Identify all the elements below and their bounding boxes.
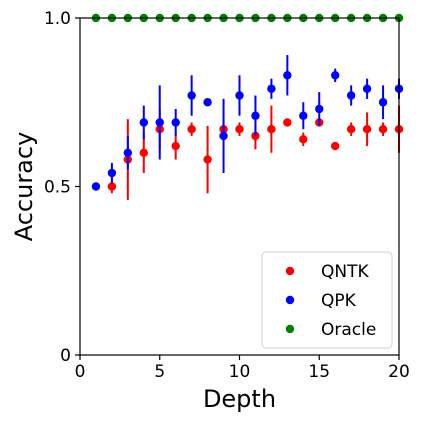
x-tick-label: 0	[75, 362, 86, 382]
qpk-point	[123, 148, 133, 157]
qntk-point	[378, 125, 388, 134]
qpk-point	[315, 104, 324, 114]
qntk-point	[346, 125, 356, 134]
qpk-point	[362, 84, 372, 93]
qpk-point	[331, 71, 340, 80]
qntk-point	[203, 155, 212, 164]
qpk-point	[139, 118, 148, 127]
qpk-point	[203, 98, 212, 107]
qntk-point	[187, 125, 196, 134]
y-axis-label: Accuracy	[10, 132, 38, 242]
qpk-point	[187, 91, 196, 100]
qntk-point	[171, 141, 180, 151]
oracle-legend-marker	[285, 324, 295, 334]
legend: QNTK QPK Oracle	[261, 251, 393, 349]
qntk-point	[362, 125, 372, 134]
legend-box	[261, 251, 393, 349]
y-tick-label: 0	[60, 346, 71, 366]
qpk-point	[378, 98, 388, 107]
x-tick-label: 10	[229, 362, 251, 382]
qpk-point	[251, 111, 260, 120]
qpk-point	[346, 91, 356, 100]
qpk-point	[267, 84, 276, 93]
qntk-legend-marker	[285, 266, 295, 276]
y-tick-label: 1.0	[44, 9, 71, 29]
qpk-point	[219, 131, 228, 141]
x-tick-label: 15	[308, 362, 330, 382]
data-marks	[91, 13, 404, 200]
qpk-point	[235, 91, 244, 100]
legend-label-qntk: QNTK	[321, 262, 369, 282]
qpk-point	[155, 118, 164, 127]
qpk-point	[91, 182, 101, 191]
qpk-legend-marker	[285, 295, 295, 305]
y-tick-label: 0.5	[44, 178, 71, 198]
qntk-point	[331, 141, 340, 151]
qntk-point	[283, 118, 292, 127]
legend-label-oracle: Oracle	[321, 320, 376, 340]
x-tick-label: 5	[154, 362, 165, 382]
x-tick-label: 20	[388, 362, 410, 382]
qntk-point	[107, 182, 117, 191]
qpk-point	[283, 71, 292, 80]
x-axis-label: Depth	[203, 385, 276, 413]
qpk-point	[299, 111, 308, 120]
qpk-point	[171, 118, 180, 127]
axis-ticks: 0 5 10 15 20 0 0.5 1.0	[44, 9, 410, 382]
qntk-point	[139, 148, 148, 157]
qntk-point	[235, 125, 244, 134]
qpk-point	[107, 168, 117, 178]
legend-label-qpk: QPK	[321, 291, 357, 311]
qntk-point	[299, 135, 308, 144]
qntk-point	[267, 125, 276, 134]
